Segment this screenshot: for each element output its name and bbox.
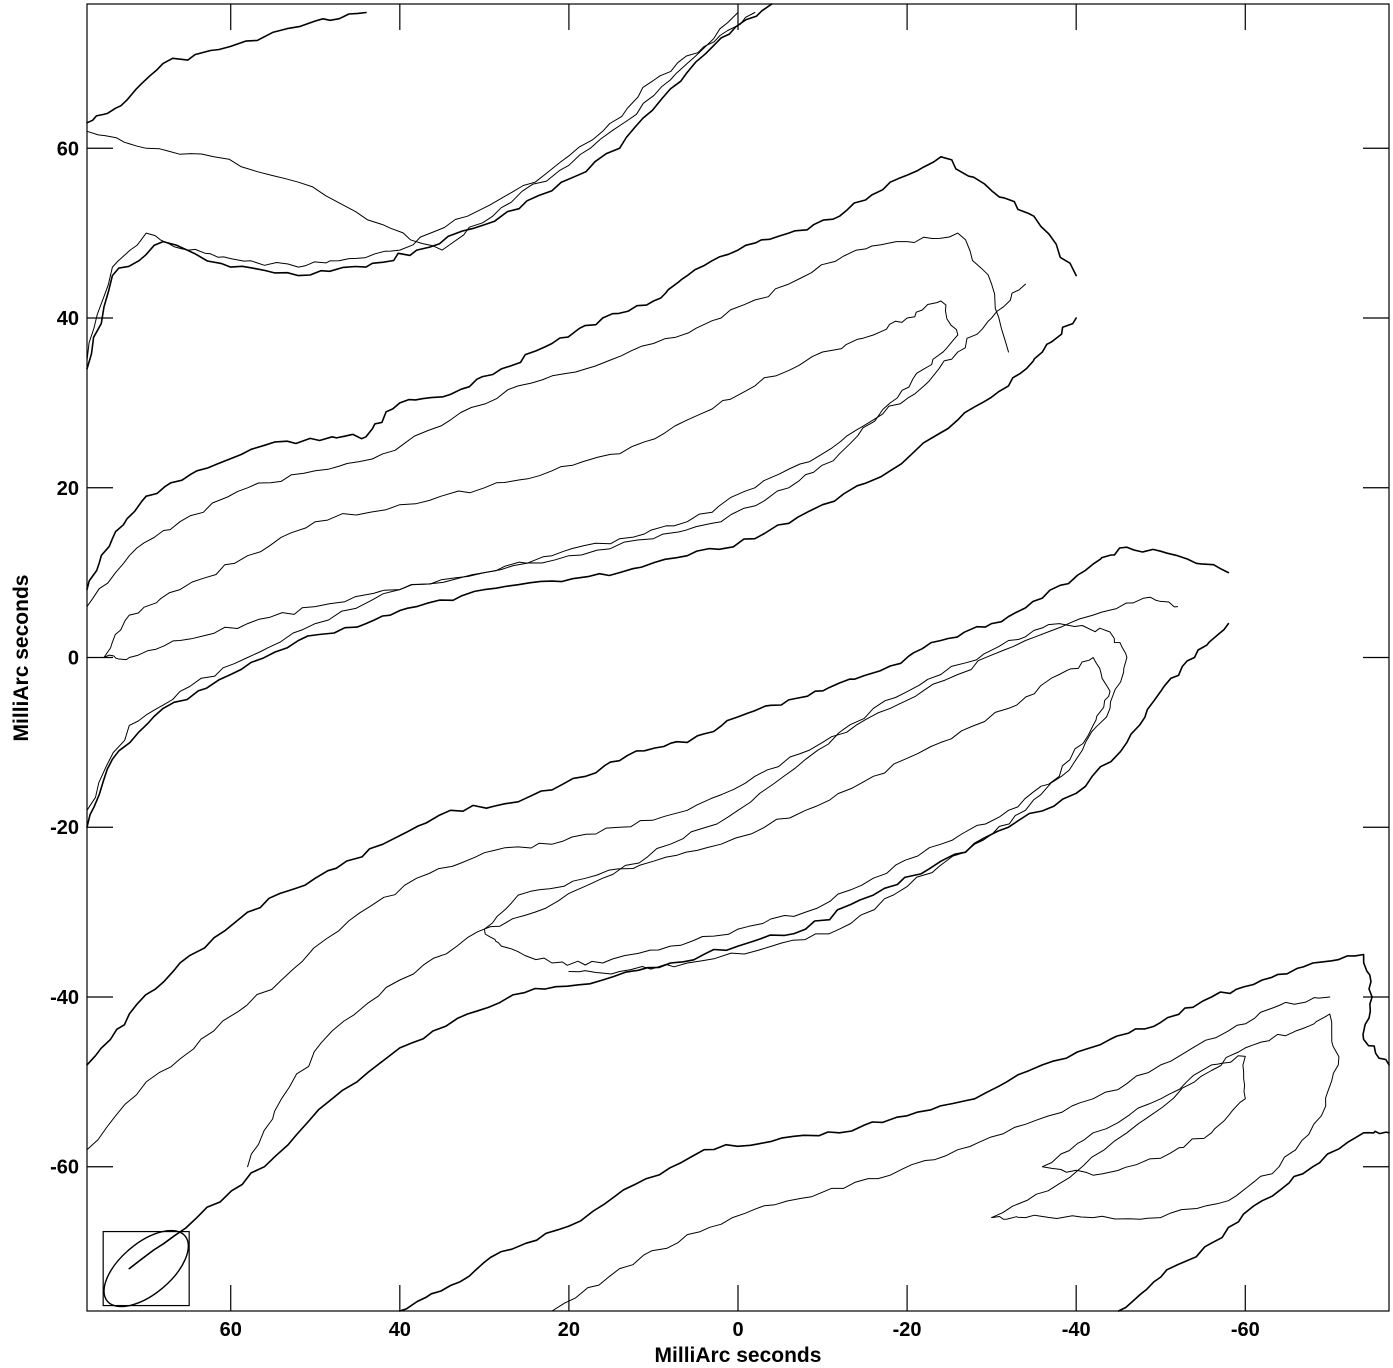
- y-tick-label-1: 40: [57, 308, 79, 330]
- band-c-contour-3: [483, 657, 1111, 966]
- y-tick-label-5: -40: [50, 987, 79, 1009]
- band-b-contour-2: [103, 300, 959, 661]
- band-a-contour-2: [86, 12, 756, 361]
- x-tick-label-5: -40: [1062, 1319, 1091, 1341]
- band-d-contour-4: [1117, 1130, 1390, 1312]
- y-tick-labels: 60 40 20 0 -20 -40 -60: [50, 138, 79, 1178]
- x-tick-labels: 60 40 20 0 -20 -40 -60: [220, 1319, 1260, 1341]
- band-b-contour-1: [86, 232, 1009, 608]
- x-tick-label-3: 0: [732, 1319, 743, 1341]
- band-d-contour-1: [551, 996, 1331, 1312]
- y-tick-label-4: -20: [50, 817, 79, 839]
- y-tick-label-3: 0: [68, 648, 79, 670]
- y-tick-label-0: 60: [57, 138, 79, 160]
- y-tick-label-6: -60: [50, 1157, 79, 1179]
- band-d-contour-3: [1041, 1055, 1246, 1176]
- x-tick-label-0: 60: [220, 1319, 242, 1341]
- band-d-contour-2: [991, 1013, 1340, 1220]
- beam-ellipse: [103, 1229, 190, 1308]
- x-tick-label-2: 20: [558, 1319, 580, 1341]
- x-axis-title: MilliArc seconds: [655, 1344, 822, 1367]
- x-tick-label-4: -20: [893, 1319, 922, 1341]
- beam-inset: [102, 1229, 190, 1308]
- axis-ticks: [87, 4, 1389, 1311]
- band-a-contour-0: [86, 11, 367, 124]
- x-tick-label-1: 40: [389, 1319, 411, 1341]
- band-a-contour-3: [86, 3, 773, 370]
- band-c-contour-4: [128, 622, 1230, 1270]
- band-b-contour-0: [86, 156, 1077, 591]
- band-b-contour-3: [86, 283, 1026, 811]
- y-tick-label-2: 20: [57, 478, 79, 500]
- band-b-contour-4: [86, 317, 1077, 828]
- band-a-contour-1: [86, 12, 739, 251]
- band-d-contour-0: [399, 953, 1390, 1312]
- beam-box: [102, 1230, 190, 1307]
- x-tick-label-6: -60: [1231, 1319, 1260, 1341]
- band-c-contour-2: [247, 623, 1128, 1168]
- band-c-contour-1: [86, 596, 1179, 1151]
- band-c-contour-0: [86, 546, 1230, 1066]
- y-axis-title: MilliArc seconds: [10, 575, 33, 742]
- contour-layer: [86, 3, 1390, 1312]
